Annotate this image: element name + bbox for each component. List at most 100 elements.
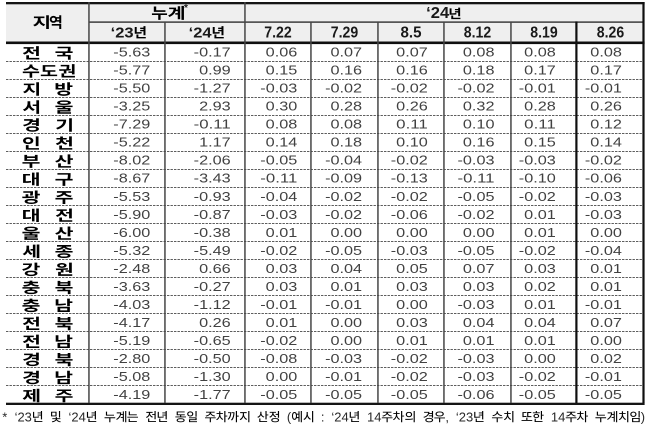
svg-text:-0.01: -0.01 xyxy=(585,369,622,384)
svg-text:-0.38: -0.38 xyxy=(194,225,231,240)
svg-text:-4.17: -4.17 xyxy=(113,315,150,330)
svg-text:-0.05: -0.05 xyxy=(458,189,495,204)
svg-text:0.16: 0.16 xyxy=(396,63,428,78)
svg-text:-5.22: -5.22 xyxy=(113,135,150,150)
svg-text:0.00: 0.00 xyxy=(463,225,495,240)
svg-text:0.18: 0.18 xyxy=(331,135,363,150)
svg-text:0.00: 0.00 xyxy=(524,351,556,366)
svg-text:0.01: 0.01 xyxy=(524,297,556,312)
svg-text:(: ( xyxy=(287,409,292,424)
svg-text:0.05: 0.05 xyxy=(396,261,428,276)
svg-text:0.03: 0.03 xyxy=(396,315,428,330)
svg-text:-0.06: -0.06 xyxy=(585,171,622,186)
svg-text:0.04: 0.04 xyxy=(331,261,363,276)
svg-text:0.07: 0.07 xyxy=(463,261,495,276)
svg-text:-0.02: -0.02 xyxy=(458,207,495,222)
svg-text:-2.80: -2.80 xyxy=(113,351,150,366)
svg-text:0.02: 0.02 xyxy=(590,351,622,366)
svg-text:-5.77: -5.77 xyxy=(113,63,150,78)
svg-text:-0.11: -0.11 xyxy=(194,117,231,132)
svg-text:0.06: 0.06 xyxy=(266,45,298,60)
svg-text:0.07: 0.07 xyxy=(590,315,622,330)
svg-text:0.15: 0.15 xyxy=(266,63,298,78)
svg-text:-0.93: -0.93 xyxy=(194,189,231,204)
svg-text:0.16: 0.16 xyxy=(463,135,495,150)
svg-text:0.11: 0.11 xyxy=(396,117,428,132)
svg-text:14: 14 xyxy=(551,409,566,424)
svg-text:-0.03: -0.03 xyxy=(458,351,495,366)
svg-text:-0.01: -0.01 xyxy=(519,81,556,96)
svg-text:0.08: 0.08 xyxy=(463,45,495,60)
svg-text:-2.48: -2.48 xyxy=(113,261,150,276)
svg-text:-0.02: -0.02 xyxy=(260,243,297,258)
svg-text:-0.04: -0.04 xyxy=(260,189,297,204)
svg-text:0.26: 0.26 xyxy=(199,315,231,330)
svg-text:8.26: 8.26 xyxy=(597,25,625,42)
svg-text:-0.02: -0.02 xyxy=(391,351,428,366)
svg-text:2.93: 2.93 xyxy=(199,99,231,114)
svg-text:‘24: ‘24 xyxy=(426,5,449,22)
svg-text:0.03: 0.03 xyxy=(524,261,556,276)
svg-text:0.08: 0.08 xyxy=(524,45,556,60)
svg-text:‘23: ‘23 xyxy=(111,24,134,41)
svg-text:-0.03: -0.03 xyxy=(519,153,556,168)
svg-text:-0.17: -0.17 xyxy=(194,45,231,60)
svg-text:-1.30: -1.30 xyxy=(194,369,231,384)
svg-text:-0.03: -0.03 xyxy=(458,297,495,312)
svg-text:-0.87: -0.87 xyxy=(194,207,231,222)
svg-text:-0.09: -0.09 xyxy=(325,171,362,186)
svg-text:0.03: 0.03 xyxy=(396,279,428,294)
svg-text:0.01: 0.01 xyxy=(590,261,622,276)
svg-text:‘24: ‘24 xyxy=(189,24,213,41)
svg-text:8.12: 8.12 xyxy=(464,25,491,42)
svg-text:-2.06: -2.06 xyxy=(194,153,231,168)
svg-text:0.12: 0.12 xyxy=(590,117,622,132)
svg-text:*: * xyxy=(2,409,7,424)
svg-text:7.22: 7.22 xyxy=(264,25,291,42)
svg-text:0.01: 0.01 xyxy=(331,279,363,294)
svg-text:-5.19: -5.19 xyxy=(113,333,150,348)
svg-text:-0.05: -0.05 xyxy=(391,387,428,402)
svg-text:0.04: 0.04 xyxy=(524,315,556,330)
svg-text:0.14: 0.14 xyxy=(590,135,622,150)
svg-text:-0.03: -0.03 xyxy=(260,81,297,96)
svg-text:-0.01: -0.01 xyxy=(260,297,297,312)
svg-text:-0.02: -0.02 xyxy=(391,369,428,384)
svg-text:,: , xyxy=(445,409,449,424)
svg-text:-5.53: -5.53 xyxy=(113,189,150,204)
svg-text:0.00: 0.00 xyxy=(396,225,428,240)
svg-text:-5.32: -5.32 xyxy=(113,243,150,258)
svg-text:-3.25: -3.25 xyxy=(113,99,150,114)
svg-text:0.07: 0.07 xyxy=(396,45,428,60)
svg-text:-0.03: -0.03 xyxy=(260,207,297,222)
svg-text:-0.11: -0.11 xyxy=(260,171,297,186)
svg-text:-0.01: -0.01 xyxy=(325,369,362,384)
svg-text:-0.01: -0.01 xyxy=(585,297,622,312)
svg-text:0.00: 0.00 xyxy=(266,369,298,384)
svg-text:-0.03: -0.03 xyxy=(458,369,495,384)
svg-text:-0.02: -0.02 xyxy=(325,189,362,204)
svg-text:‘23: ‘23 xyxy=(456,409,473,424)
svg-text:-0.05: -0.05 xyxy=(325,243,362,258)
svg-text:0.28: 0.28 xyxy=(524,99,556,114)
svg-text:0.04: 0.04 xyxy=(463,315,495,330)
svg-text:-1.27: -1.27 xyxy=(194,81,231,96)
svg-text:-5.50: -5.50 xyxy=(113,81,150,96)
svg-text:-7.29: -7.29 xyxy=(113,117,150,132)
svg-text:0.08: 0.08 xyxy=(266,117,298,132)
svg-text:-0.02: -0.02 xyxy=(260,333,297,348)
svg-text:-5.49: -5.49 xyxy=(194,243,231,258)
svg-text:0.17: 0.17 xyxy=(590,63,622,78)
svg-text:-0.08: -0.08 xyxy=(260,351,297,366)
svg-text:0.02: 0.02 xyxy=(524,279,556,294)
svg-text:-0.06: -0.06 xyxy=(458,387,495,402)
svg-text:-5.63: -5.63 xyxy=(113,45,150,60)
svg-text:0.03: 0.03 xyxy=(463,279,495,294)
svg-text:0.00: 0.00 xyxy=(331,315,363,330)
svg-text:0.01: 0.01 xyxy=(524,225,556,240)
svg-text:0.01: 0.01 xyxy=(590,279,622,294)
svg-text:-0.02: -0.02 xyxy=(325,207,362,222)
svg-text:0.18: 0.18 xyxy=(463,63,495,78)
svg-text:-0.65: -0.65 xyxy=(194,333,231,348)
svg-text:‘24: ‘24 xyxy=(69,409,86,424)
